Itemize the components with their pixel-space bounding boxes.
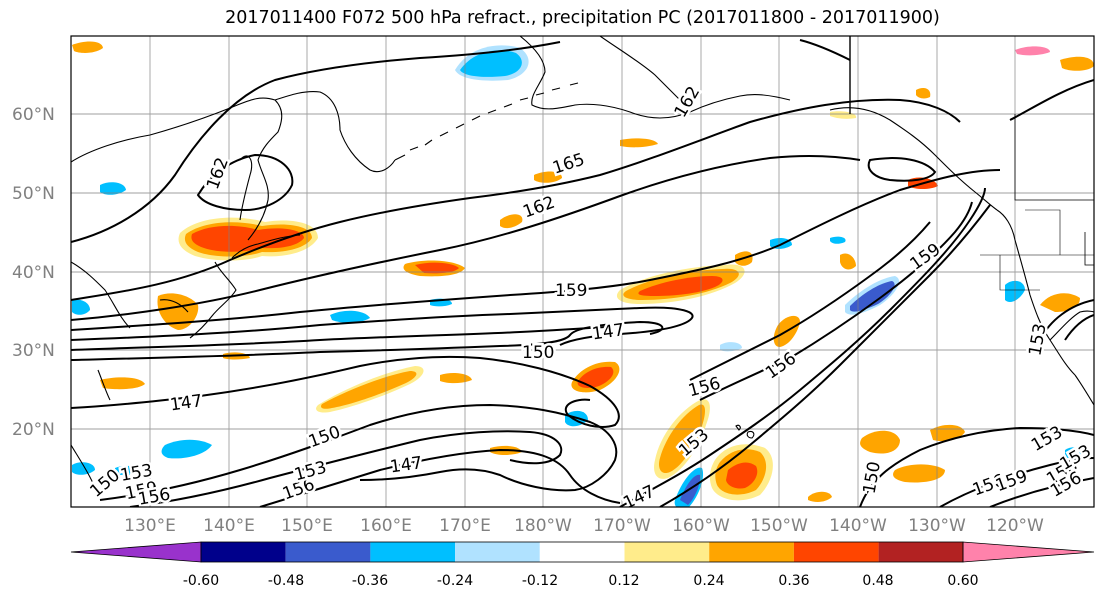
colorbar-tick-label: 0.48: [862, 573, 893, 589]
lon-label: 140°W: [829, 516, 887, 536]
longitude-labels: 130°E 140°E 150°E 160°E 170°E 180°W 170°…: [124, 516, 1044, 536]
colorbar-tick-label: -0.36: [352, 573, 388, 589]
map-panel: [71, 36, 1094, 507]
lon-label: 170°E: [439, 516, 491, 536]
lat-label-40n: 40°N: [12, 263, 55, 283]
map-content: 165 162 159 156 153 150 147 162 159 156 …: [71, 36, 1094, 509]
lon-label: 130°W: [908, 516, 966, 536]
lon-label: 160°E: [360, 516, 412, 536]
map-title: 2017011400 F072 500 hPa refract., precip…: [225, 8, 940, 28]
map-frame: [70, 35, 1095, 508]
contour-label: 159: [555, 281, 587, 301]
colorbar-segment: [370, 542, 456, 562]
colorbar-segment: [793, 542, 879, 562]
colorbar-outline: [200, 541, 964, 563]
lon-label: 130°E: [124, 516, 176, 536]
lon-label: 140°E: [203, 516, 255, 536]
contour-label: 150: [522, 343, 554, 363]
lat-label-50n: 50°N: [12, 184, 55, 204]
colorbar-segment: [539, 542, 625, 562]
colorbar-tick-label: -0.48: [268, 573, 304, 589]
colorbar: [70, 541, 1095, 563]
colorbar-segment: [285, 542, 371, 562]
lon-label: 150°W: [750, 516, 808, 536]
precip-positive-shading: [72, 41, 1094, 502]
colorbar-segment: [709, 542, 794, 562]
colorbar-segment: [70, 541, 202, 563]
colorbar-tick-label: -0.60: [183, 573, 219, 589]
refractivity-contours: [71, 39, 1094, 507]
colorbar-tick-label: 0.36: [778, 573, 809, 589]
lon-label: 160°W: [672, 516, 730, 536]
colorbar-tick-label: 0.60: [947, 573, 978, 589]
lon-label: 180°W: [514, 516, 572, 536]
colorbar-segment: [962, 541, 1095, 563]
colorbar-segment: [455, 542, 540, 562]
colorbar-tick-label: -0.24: [437, 573, 473, 589]
colorbar-segment: [201, 542, 286, 562]
latitude-labels: 60°N 50°N 40°N 30°N 20°N: [12, 105, 55, 440]
lat-label-20n: 20°N: [12, 420, 55, 440]
colorbar-segment: [878, 542, 964, 562]
lat-label-30n: 30°N: [12, 341, 55, 361]
colorbar-tick-label: 0.12: [608, 573, 639, 589]
lon-label: 150°E: [281, 516, 333, 536]
colorbar-segment: [624, 542, 710, 562]
graticule: [71, 36, 1094, 507]
colorbar-tick-labels: -0.60 -0.48 -0.36 -0.24 -0.12 0.12 0.24 …: [183, 573, 979, 589]
lon-label: 170°W: [593, 516, 651, 536]
colorbar-tick-label: 0.24: [693, 573, 724, 589]
colorbar-tick-label: -0.12: [522, 573, 558, 589]
contour-label: 156: [137, 484, 172, 509]
lat-label-60n: 60°N: [12, 105, 55, 125]
lon-label: 120°W: [986, 516, 1044, 536]
